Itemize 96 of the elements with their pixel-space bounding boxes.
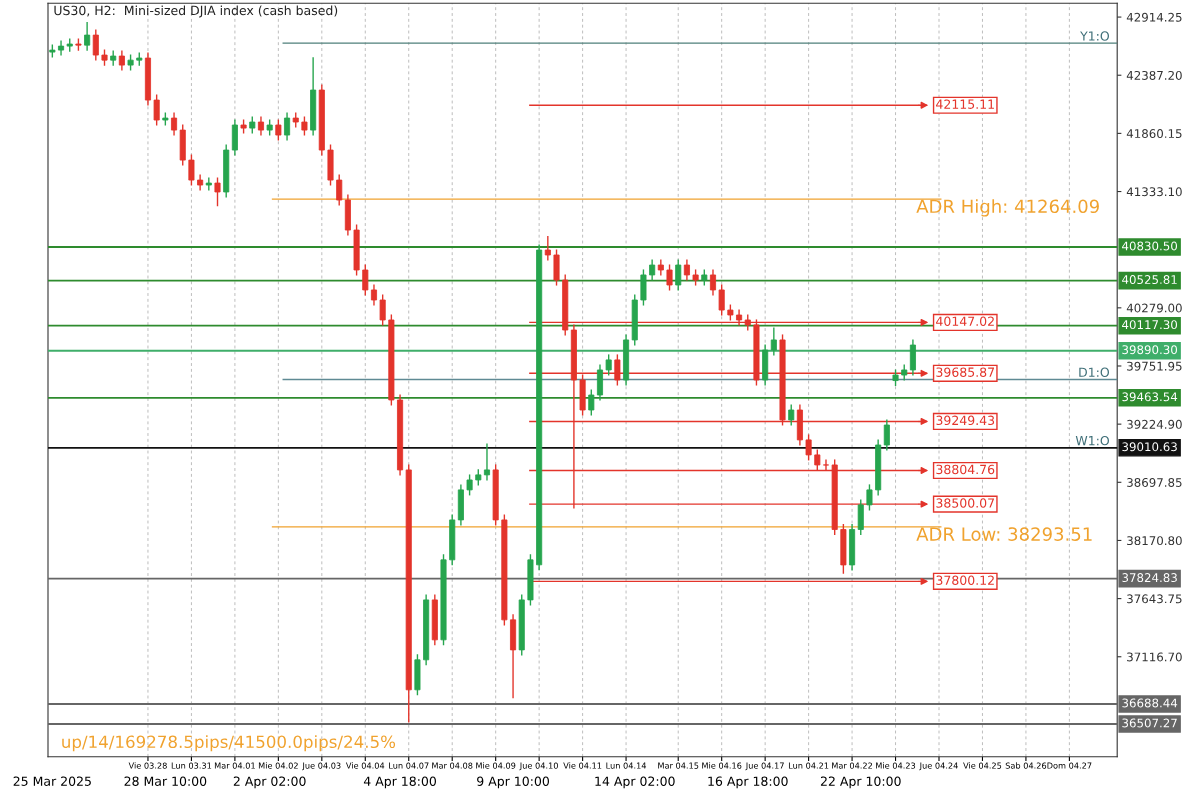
- x-tick-label: Lun 04.14: [606, 762, 647, 769]
- candlestick: [284, 111, 291, 142]
- candlestick: [709, 268, 717, 297]
- candlestick: [205, 176, 212, 192]
- ref-line-label: 36507.27: [1122, 718, 1177, 728]
- x-tick-label: 16 Apr 18:00: [708, 776, 788, 789]
- candlestick: [675, 258, 682, 292]
- candlestick: [188, 153, 195, 187]
- ref-line-label: 39249.43: [936, 415, 995, 426]
- x-tick-label: 9 Apr 10:00: [477, 776, 549, 789]
- candlestick: [171, 111, 178, 137]
- ref-line-label: ADR Low: 38293.51: [916, 527, 1092, 541]
- x-tick-label: Mie 04.09: [476, 762, 516, 769]
- x-tick-label: Mie 04.16: [702, 762, 742, 769]
- x-tick-label: Jue 04.24: [919, 762, 958, 771]
- candlestick: [544, 235, 551, 262]
- candlestick: [118, 49, 125, 72]
- x-tick-label: 28 Mar 10:00: [124, 776, 207, 786]
- ref-line-label: 39463.54: [1122, 392, 1178, 402]
- x-tick-label: 22 Apr 10:00: [820, 776, 901, 789]
- candlestick: [770, 326, 777, 357]
- candlestick: [788, 403, 795, 427]
- ref-line-label: 40525.81: [1122, 275, 1177, 285]
- candlestick: [153, 93, 160, 127]
- chart-title: US30, H2: Mini-sized DJIA index (cash based): [54, 5, 338, 18]
- x-tick-label: Sab 04.26: [1005, 762, 1047, 769]
- candlestick: [883, 418, 890, 452]
- ref-line-label: 39010.63: [1122, 442, 1177, 452]
- y-tick-label: 41333.10: [1126, 187, 1182, 197]
- x-tick-label: Mie 04.23: [876, 762, 916, 769]
- annotation: W1:O: [1075, 435, 1110, 446]
- candlestick: [605, 353, 612, 377]
- x-tick-label: 2 Apr 02:00: [233, 776, 306, 789]
- x-tick-label: Vie 04.11: [563, 762, 602, 769]
- x-tick-label: Mar 04.01: [214, 762, 255, 769]
- candlestick: [666, 263, 673, 292]
- ref-line-label: 40830.50: [1122, 241, 1178, 251]
- ref-line-label: 38500.07: [936, 498, 995, 508]
- ref-line-label: ADR High: 41264.09: [916, 199, 1099, 217]
- candlestick: [805, 433, 812, 462]
- candlestick: [301, 115, 308, 137]
- y-tick-label: 42387.20: [1126, 70, 1182, 80]
- x-tick-label: 4 Apr 18:00: [363, 776, 436, 789]
- x-tick-label: Vie 04.25: [963, 762, 1002, 769]
- y-tick-label: 37643.75: [1127, 594, 1182, 604]
- candlestick: [649, 258, 656, 282]
- candlestick: [866, 483, 873, 512]
- candlestick: [214, 176, 221, 207]
- candlestick: [336, 173, 343, 207]
- ref-line-label: 37800.12: [936, 575, 994, 585]
- x-tick-label: Vie 03.28: [128, 762, 167, 769]
- candlestick: [92, 28, 99, 62]
- x-tick-label: 25 Mar 2025: [13, 776, 91, 786]
- y-tick-label: 37116.70: [1127, 652, 1182, 662]
- x-tick-label: Lun 04.07: [389, 762, 429, 769]
- y-tick-label: 39751.95: [1127, 361, 1182, 371]
- x-tick-label: Jue 04.10: [519, 762, 558, 771]
- candlestick: [466, 473, 473, 497]
- x-tick-label: 14 Apr 02:00: [595, 776, 675, 789]
- ref-line-label: 40117.30: [1122, 320, 1178, 330]
- ref-line-label: 42115.11: [936, 99, 994, 109]
- ref-line-label: 40147.02: [936, 316, 994, 327]
- candlestick: [588, 388, 595, 417]
- annotation: up/14/169278.5pips/41500.0pips/24.5%: [62, 735, 396, 752]
- candlestick: [257, 115, 264, 137]
- annotation: Y1:O: [1080, 31, 1110, 41]
- candlestick: [275, 118, 282, 142]
- ref-line-label: 38804.76: [936, 464, 995, 475]
- y-tick-label: 38170.80: [1127, 536, 1182, 546]
- x-tick-label: Jue 04.17: [745, 762, 784, 771]
- candlestick: [379, 293, 386, 327]
- candlestick: [718, 283, 725, 317]
- x-tick-label: Mar 04.08: [432, 762, 473, 769]
- x-tick-label: Mar 04.15: [658, 762, 699, 769]
- candlestick: [362, 263, 369, 297]
- x-tick-label: Mie 04.02: [258, 762, 298, 769]
- x-tick-label: Vie 04.04: [345, 762, 385, 769]
- y-tick-label: 42914.25: [1126, 12, 1182, 22]
- candlestick: [84, 21, 91, 52]
- y-tick-label: 40279.00: [1126, 303, 1182, 313]
- candlestick: [483, 442, 491, 482]
- ref-line-label: 37824.83: [1122, 573, 1177, 583]
- annotation: D1:O: [1079, 367, 1110, 378]
- x-tick-label: Mar 04.22: [832, 762, 873, 769]
- x-tick-label: Lun 03.31: [171, 762, 212, 769]
- x-tick-label: Jue 04.03: [302, 762, 341, 771]
- y-tick-label: 38697.85: [1127, 478, 1182, 487]
- y-tick-label: 41860.15: [1126, 129, 1182, 139]
- ref-line-label: 39685.87: [936, 367, 995, 377]
- ref-line-label: 36688.44: [1122, 698, 1178, 708]
- y-tick-label: 39224.90: [1127, 419, 1182, 429]
- candlestick: [683, 258, 690, 282]
- ref-line-label: 39890.30: [1122, 345, 1178, 355]
- candlestick: [370, 283, 377, 307]
- x-tick-label: Lun 04.21: [788, 762, 829, 769]
- x-tick-label: Dom 04.27: [1047, 762, 1092, 769]
